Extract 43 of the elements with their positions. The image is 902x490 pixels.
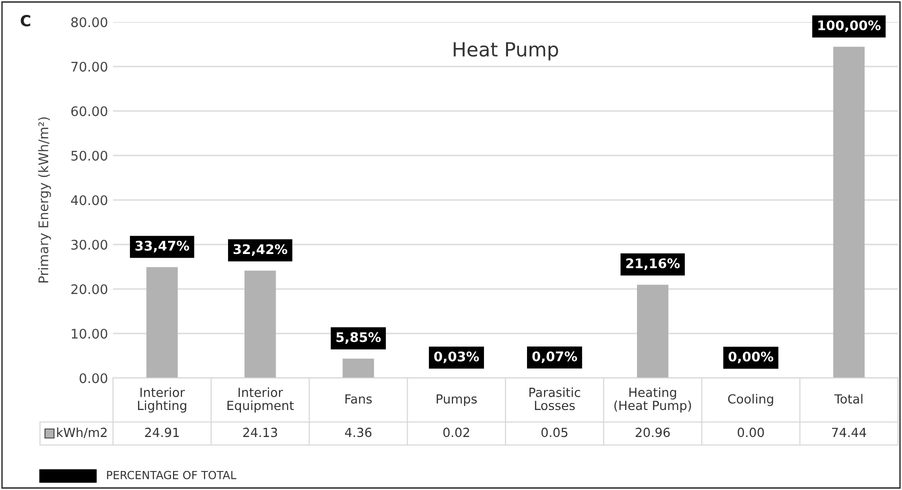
y-tick-label: 20.00 — [71, 284, 108, 294]
annotation: 33,47% — [135, 240, 190, 252]
y-tick-label: 10.00 — [72, 328, 108, 339]
y-axis-title: Primary Energy (kWh/m²) — [38, 117, 51, 282]
y-tick-label: 80.00 — [71, 17, 108, 28]
annotation: 100,00% — [818, 20, 881, 32]
annotation: 0,07% — [532, 351, 578, 364]
data-label: 4.36 — [345, 428, 372, 438]
annotation: 21,16% — [626, 258, 680, 270]
data-label: 0.05 — [541, 428, 568, 438]
x-tick-label: Cooling — [728, 394, 774, 406]
annotation: 0,03% — [434, 351, 479, 364]
text: C — [20, 14, 30, 26]
y-tick-label: 70.00 — [71, 62, 108, 72]
y-tick-label: 40.00 — [71, 195, 108, 206]
y-tick-label: 30.00 — [71, 240, 108, 250]
data-label: 74.44 — [832, 428, 866, 437]
annotation: 5,85% — [336, 332, 381, 344]
x-tick-label: Total — [834, 394, 862, 404]
data-label: 20.96 — [636, 428, 670, 438]
data-label: 0.02 — [443, 428, 470, 438]
y-tick-label: 60.00 — [71, 106, 108, 116]
x-tick-label: Fans — [345, 394, 372, 404]
x-tick-label: Heating (Heat Pump) — [614, 387, 691, 413]
x-tick-label: Pumps — [436, 394, 477, 406]
data-label: 24.91 — [145, 428, 179, 438]
x-tick-label: Interior Lighting — [138, 387, 186, 413]
data-label: 0.00 — [738, 428, 764, 438]
data-label: 24.13 — [243, 428, 278, 438]
bar — [146, 267, 178, 378]
text: Heat Pump — [454, 42, 558, 60]
bar — [636, 284, 668, 378]
bar — [342, 358, 374, 378]
bar — [833, 46, 865, 378]
bar — [244, 270, 276, 378]
annotation: 0,00% — [728, 352, 774, 364]
annotation: 32,42% — [234, 244, 288, 256]
x-tick-label: Parasitic Losses — [529, 387, 580, 410]
text: PERCENTAGE OF TOTAL — [107, 470, 236, 480]
y-tick-label: 0.00 — [80, 373, 108, 384]
legend-label: kWh/m2 — [57, 427, 107, 438]
y-tick-label: 50.00 — [71, 150, 108, 161]
x-tick-label: Interior Equipment — [227, 387, 294, 413]
